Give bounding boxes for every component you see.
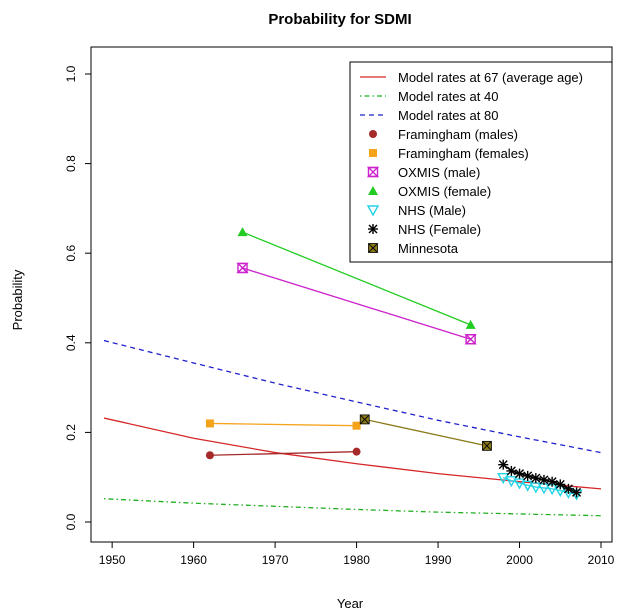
y-tick-label: 0.6 (64, 245, 78, 262)
plot-area (90, 46, 613, 543)
data-point (465, 319, 476, 329)
x-tick-label: 1980 (343, 553, 370, 567)
legend-item: Model rates at 40 (360, 89, 498, 104)
legend-marker (368, 224, 378, 234)
legend-label: Model rates at 40 (398, 89, 498, 104)
x-tick-label: 1970 (262, 553, 289, 567)
series-model-rates-at-80 (103, 339, 602, 454)
series-minnesota (359, 414, 492, 451)
data-point (205, 451, 214, 460)
legend-item: OXMIS (male) (366, 165, 480, 180)
series-line (103, 498, 602, 517)
data-point (352, 447, 361, 456)
data-point (571, 487, 582, 498)
legend-item: Model rates at 80 (360, 108, 498, 123)
legend-label: Framingham (females) (398, 146, 529, 161)
data-point (530, 473, 541, 484)
y-tick-label: 0.8 (64, 155, 78, 172)
legend-item: NHS (Female) (368, 222, 481, 237)
legend-label: Model rates at 80 (398, 108, 498, 123)
legend-item: Model rates at 67 (average age) (360, 70, 583, 85)
series-line (103, 339, 602, 454)
data-point (563, 483, 574, 494)
legend-marker (366, 166, 380, 178)
data-point (464, 334, 477, 345)
y-tick-label: 0.0 (64, 513, 78, 530)
legend-box (349, 61, 613, 263)
chart-title: Probability for SDMI (268, 11, 411, 28)
data-point (514, 468, 525, 479)
legend-label: OXMIS (female) (398, 184, 491, 199)
series-line (209, 422, 357, 427)
series-framingham-males (205, 447, 361, 460)
legend-item: NHS (Male) (366, 203, 466, 218)
legend-marker (366, 205, 380, 217)
data-point (505, 476, 518, 488)
x-axis-label: Year (337, 596, 364, 611)
legend-marker (368, 243, 378, 253)
legend-item: OXMIS (female) (368, 184, 491, 199)
data-point (506, 465, 517, 476)
x-tick-label: 1950 (99, 553, 126, 567)
series-line (502, 464, 577, 494)
series-line (103, 417, 602, 490)
data-point (237, 227, 248, 237)
series-layer (103, 227, 602, 517)
data-point (236, 262, 249, 274)
x-tick-label: 1960 (180, 553, 207, 567)
legend-marker (368, 186, 378, 195)
legend-label: NHS (Male) (398, 203, 466, 218)
legend: Model rates at 67 (average age) Model rat… (349, 61, 613, 263)
y-axis: 0.0 0.2 0.4 0.6 0.8 1.0 (64, 65, 91, 530)
data-point (555, 479, 566, 490)
data-point (352, 421, 361, 430)
data-point (522, 470, 533, 481)
x-tick-label: 1990 (425, 553, 452, 567)
legend-label: Minnesota (398, 241, 459, 256)
legend-marker (369, 130, 377, 138)
x-tick-label: 2010 (588, 553, 615, 567)
y-axis-label: Probability (10, 269, 25, 330)
data-point (359, 414, 370, 425)
data-point (498, 459, 509, 470)
legend-item: Minnesota (368, 241, 459, 256)
data-point (497, 472, 510, 485)
series-line (209, 451, 357, 456)
x-tick-label: 2000 (506, 553, 533, 567)
series-model-rates-at-40 (103, 498, 602, 517)
y-tick-label: 1.0 (64, 65, 78, 82)
data-point (482, 440, 492, 451)
series-line (242, 231, 471, 326)
series-oxmis-female (237, 227, 476, 329)
series-model-rates-at-67-average-age (103, 417, 602, 490)
data-point (521, 480, 534, 492)
y-tick-label: 0.2 (64, 424, 78, 441)
series-nhs-female (498, 459, 582, 498)
x-axis: 1950 1960 1970 1980 1990 2000 2010 (99, 542, 615, 567)
series-line (242, 267, 471, 340)
legend-label: OXMIS (male) (398, 165, 480, 180)
series-framingham-females (205, 419, 361, 430)
legend-item: Framingham (males) (369, 127, 518, 142)
y-tick-label: 0.4 (64, 334, 78, 351)
data-point (205, 419, 214, 428)
legend-label: Framingham (males) (398, 127, 518, 142)
legend-item: Framingham (females) (369, 146, 529, 161)
data-point (547, 476, 558, 487)
data-point (513, 478, 526, 490)
plot-frame (90, 46, 613, 543)
legend-marker (369, 149, 377, 157)
series-oxmis-male (236, 262, 477, 345)
legend-label: Model rates at 67 (average age) (398, 70, 583, 85)
data-point (538, 474, 549, 485)
series-line (364, 418, 488, 447)
legend-label: NHS (Female) (398, 222, 481, 237)
